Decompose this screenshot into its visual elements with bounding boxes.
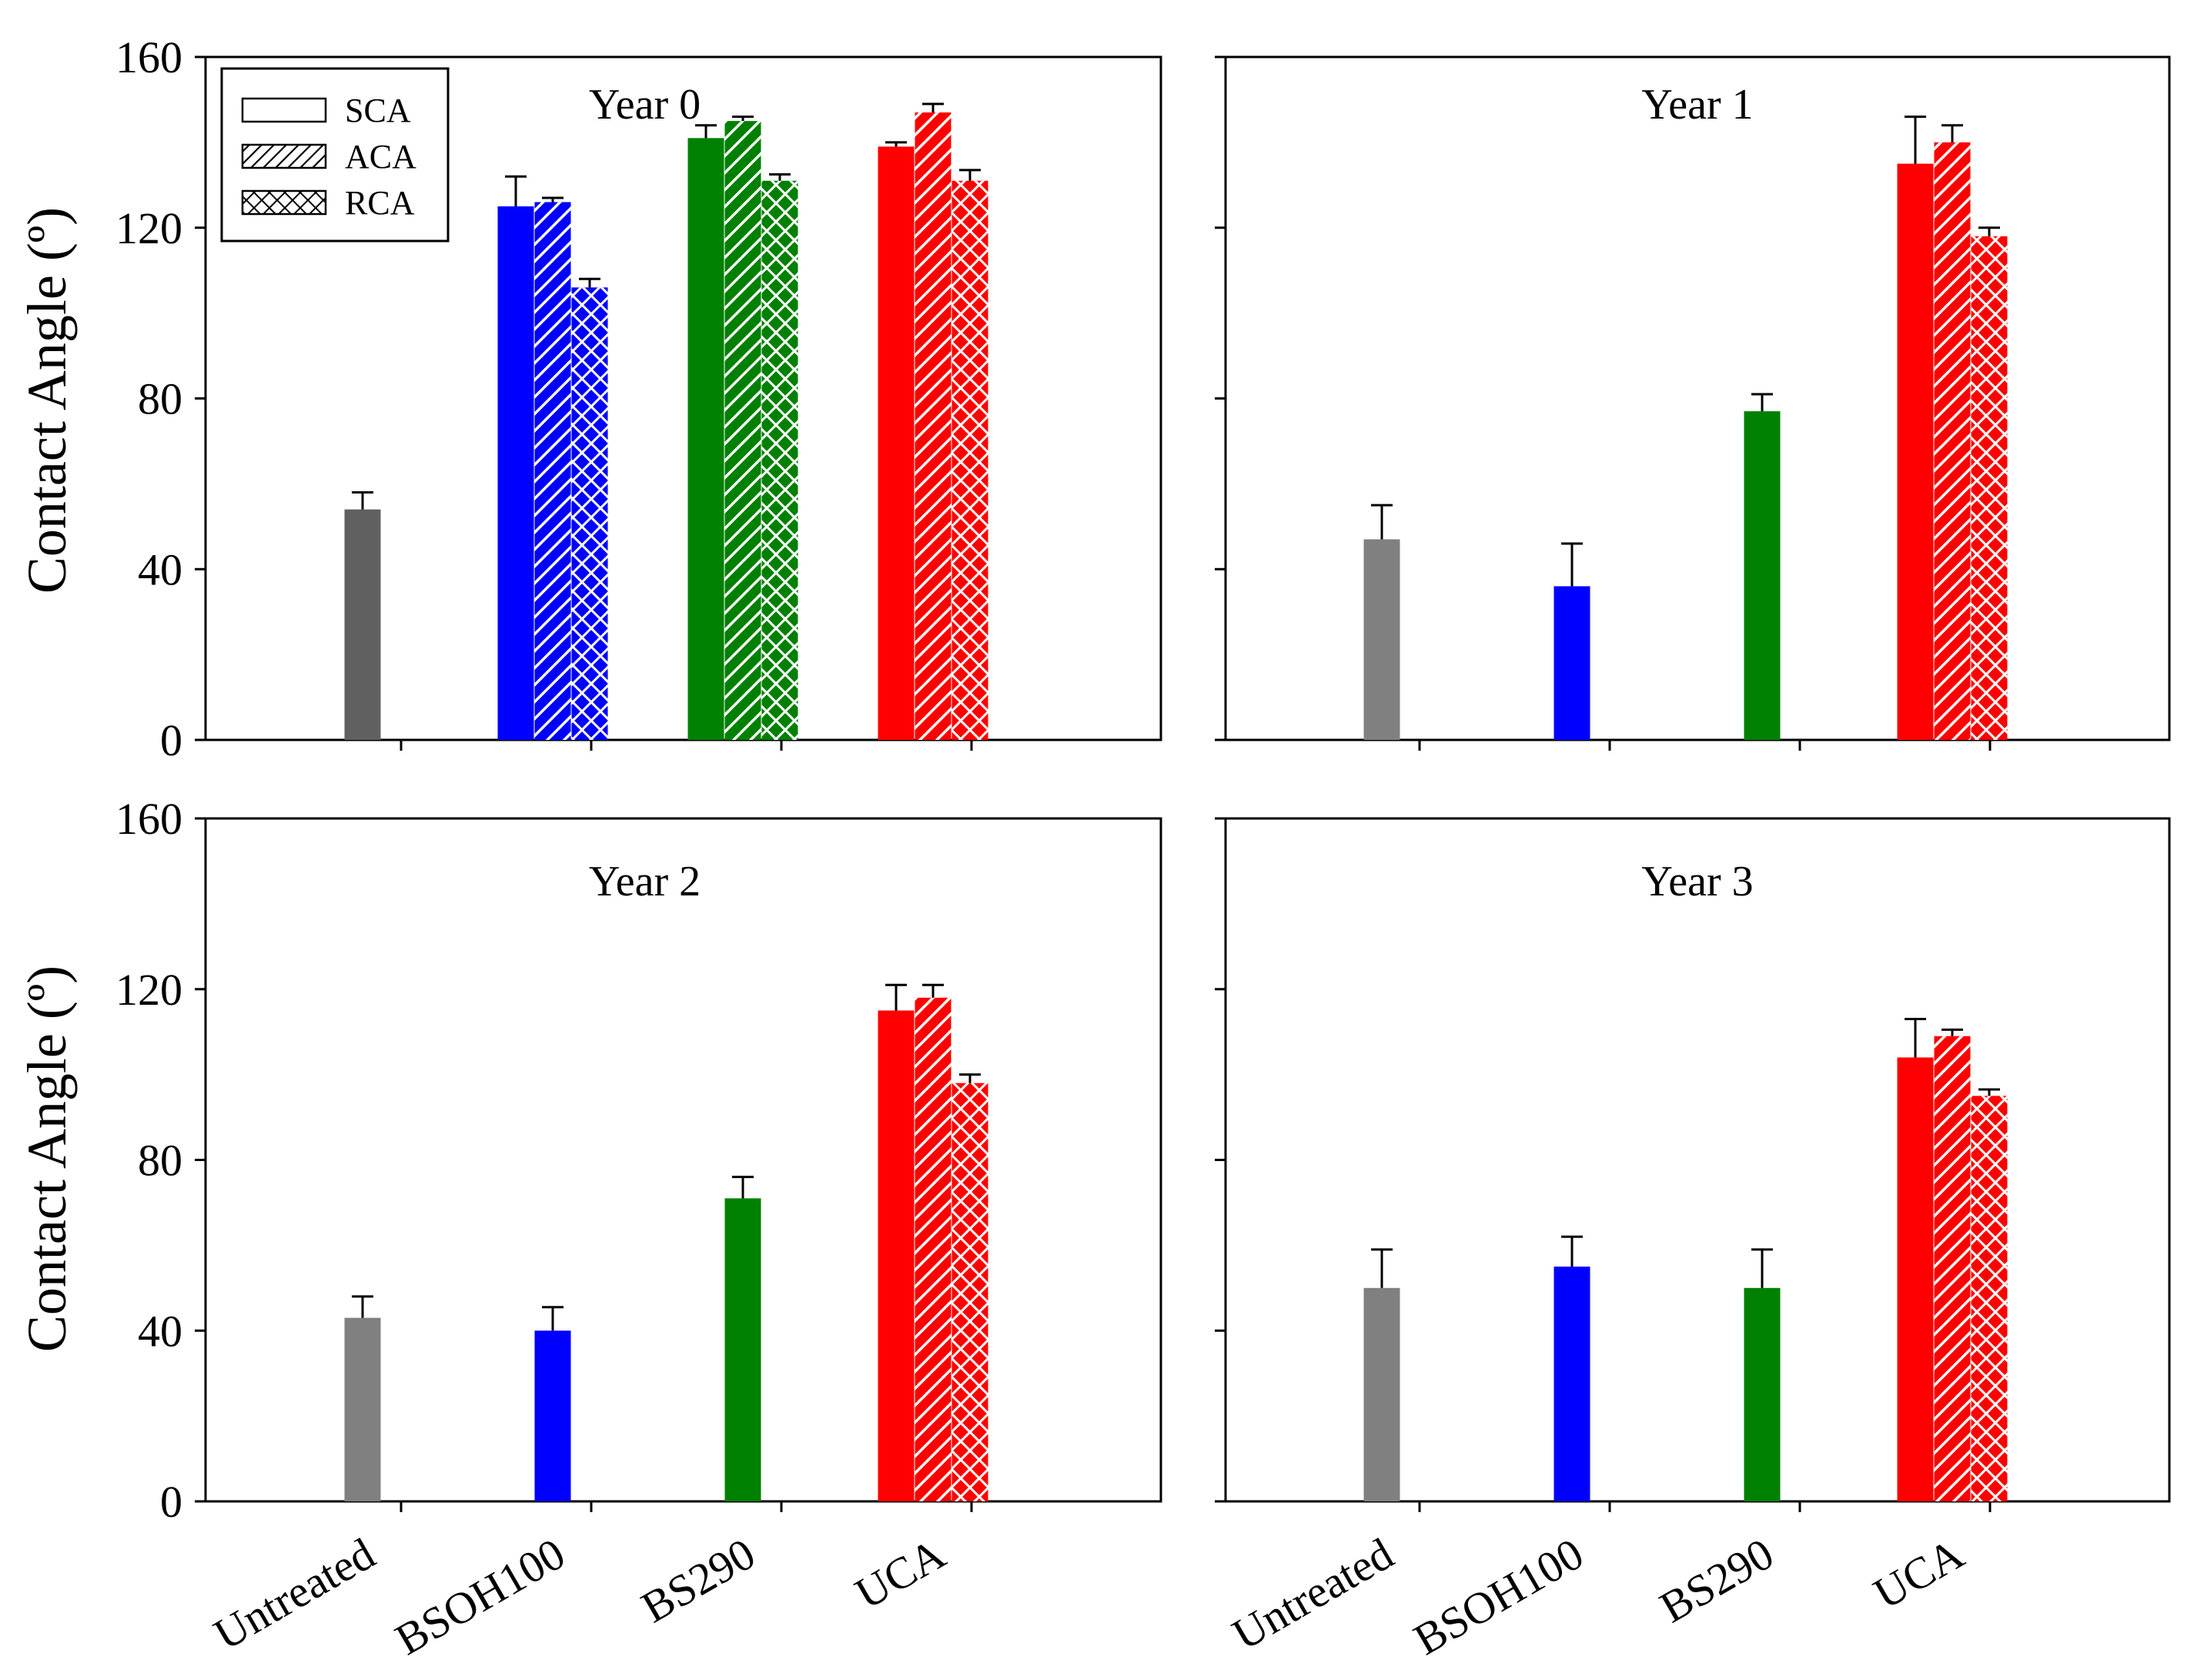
category-label-bs290: BS290 bbox=[633, 1528, 763, 1632]
bar-uca-rca-pattern bbox=[951, 180, 988, 741]
y-tick-label: 40 bbox=[138, 1306, 182, 1356]
legend-swatch-aca bbox=[241, 143, 327, 169]
y-tick-label: 160 bbox=[115, 794, 182, 844]
legend: SCA ACA RCA bbox=[220, 67, 450, 243]
category-label-bsoh100: BSOH100 bbox=[1406, 1528, 1592, 1665]
y-tick-label: 40 bbox=[138, 544, 182, 594]
category-label-untreated: Untreated bbox=[206, 1528, 383, 1660]
legend-swatch-rca bbox=[241, 189, 327, 216]
bar-bs290-sca bbox=[687, 138, 724, 741]
bar-uca-sca bbox=[878, 1010, 915, 1501]
panel-year-2: 0 40 80 120 160 Untreated BSOH100 BS290 UCA Year … bbox=[115, 794, 1162, 1665]
bar-uca-sca bbox=[878, 146, 915, 740]
panel-title: Year 0 bbox=[589, 81, 701, 129]
y-tick-label: 0 bbox=[160, 715, 182, 765]
y-tick-label: 80 bbox=[138, 374, 182, 424]
legend-label-rca: RCA bbox=[345, 184, 415, 222]
bar-bsoh100-sca bbox=[1554, 1267, 1590, 1501]
panel-title: Year 2 bbox=[589, 858, 701, 905]
legend-swatch-sca bbox=[241, 97, 327, 123]
bar-uca-rca-pattern bbox=[1971, 1096, 2008, 1501]
category-label-uca: UCA bbox=[1865, 1528, 1972, 1619]
bar-untreated-sca bbox=[1363, 1287, 1400, 1501]
bar-untreated-sca bbox=[344, 1317, 381, 1501]
y-axis-title-top: Contact Angle (º) bbox=[16, 207, 78, 594]
y-tick-label: 120 bbox=[115, 965, 182, 1015]
bar-bs290-sca bbox=[1744, 411, 1781, 740]
bar-untreated-sca bbox=[1363, 539, 1400, 740]
category-label-untreated: Untreated bbox=[1224, 1528, 1402, 1660]
panel-year-1: Year 1 bbox=[1215, 55, 2171, 751]
bar-uca-aca-pattern bbox=[915, 112, 951, 741]
y-tick-label: 120 bbox=[115, 203, 182, 253]
bar-bsoh100-sca bbox=[497, 206, 534, 740]
bar-uca-aca-pattern bbox=[915, 997, 951, 1501]
bar-bsoh100-sca bbox=[534, 1330, 571, 1501]
y-tick-label: 0 bbox=[160, 1477, 182, 1527]
bar-uca-sca bbox=[1897, 163, 1934, 740]
bar-bsoh100-sca bbox=[1554, 586, 1590, 740]
bar-bs290-sca bbox=[1744, 1287, 1781, 1501]
y-tick-label: 80 bbox=[138, 1136, 182, 1186]
panel-title: Year 1 bbox=[1641, 81, 1753, 129]
panel-year-3: Untreated BSOH100 BS290 UCA Year 3 bbox=[1215, 817, 2171, 1665]
bar-bsoh100-aca-pattern bbox=[534, 202, 571, 740]
category-label-bsoh100: BSOH100 bbox=[387, 1528, 574, 1665]
y-tick-label: 160 bbox=[115, 32, 182, 82]
bar-bs290-sca bbox=[724, 1198, 761, 1501]
bar-uca-aca-pattern bbox=[1934, 1036, 1971, 1501]
bar-uca-sca bbox=[1897, 1057, 1934, 1501]
bar-bs290-aca-pattern bbox=[724, 121, 761, 740]
category-label-uca: UCA bbox=[847, 1528, 954, 1619]
bar-bs290-rca-pattern bbox=[761, 180, 798, 741]
category-label-bs290: BS290 bbox=[1651, 1528, 1781, 1632]
y-axis-title-bottom: Contact Angle (º) bbox=[16, 965, 78, 1352]
panel-title: Year 3 bbox=[1641, 858, 1753, 905]
bar-untreated-sca bbox=[344, 509, 381, 740]
panel-year-0: 0 40 80 120 160 Year 0 bbox=[115, 32, 1162, 765]
bar-bsoh100-rca-pattern bbox=[571, 287, 608, 740]
legend-label-sca: SCA bbox=[345, 92, 411, 129]
bar-uca-aca-pattern bbox=[1934, 142, 1971, 740]
bar-uca-rca-pattern bbox=[951, 1083, 988, 1501]
legend-label-aca: ACA bbox=[345, 138, 416, 176]
bar-uca-rca-pattern bbox=[1971, 236, 2008, 740]
